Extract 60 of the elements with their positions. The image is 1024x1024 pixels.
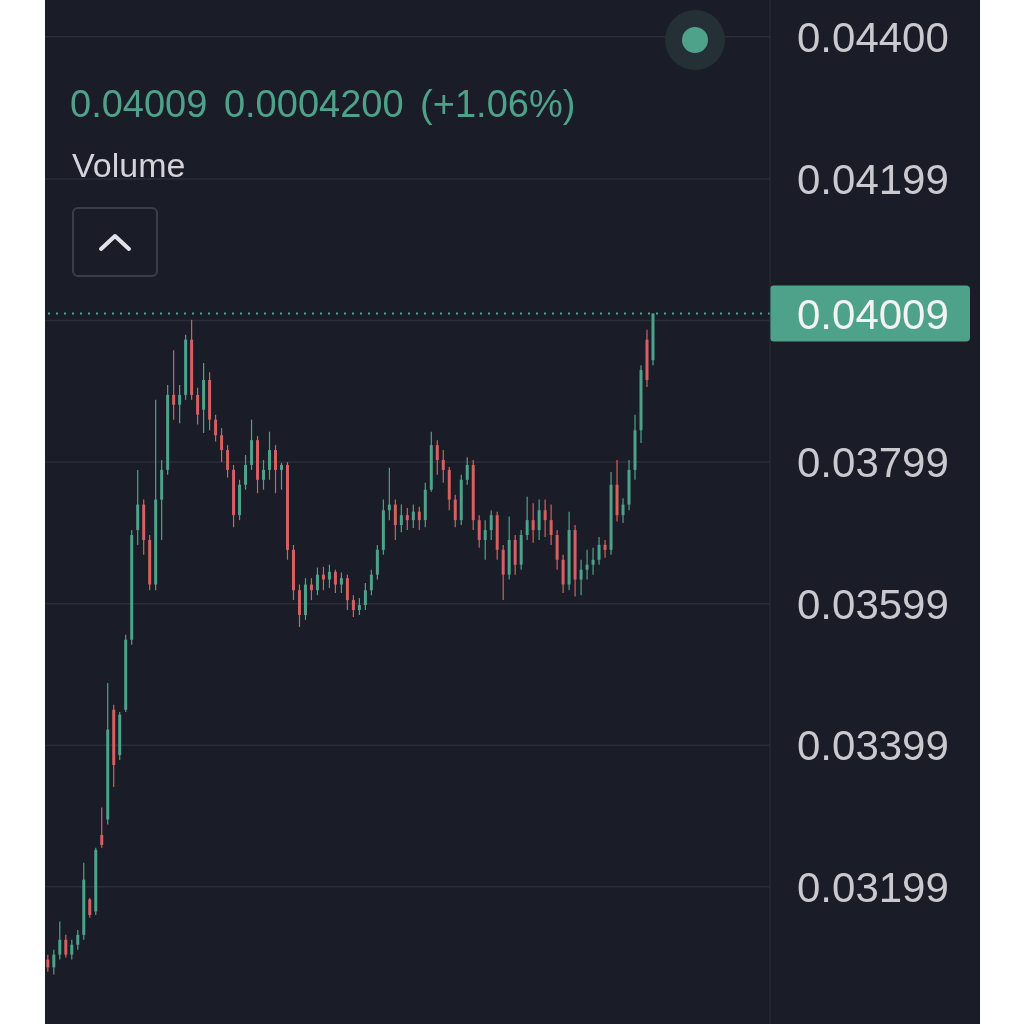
candlestick xyxy=(483,519,487,561)
candlestick xyxy=(543,499,547,538)
y-tick-label: 0.03199 xyxy=(797,863,949,911)
candlestick xyxy=(52,949,56,976)
candlestick xyxy=(537,499,541,541)
candlestick xyxy=(321,566,325,591)
candlestick xyxy=(525,496,529,541)
candlestick xyxy=(345,574,349,611)
candlestick xyxy=(585,549,589,581)
candlestick xyxy=(172,349,176,421)
candlestick xyxy=(244,454,248,491)
candlestick xyxy=(214,414,218,443)
y-tick-label: 0.03599 xyxy=(797,580,949,628)
candlestick xyxy=(327,564,331,589)
candlestick xyxy=(579,559,583,596)
candlestick xyxy=(603,539,607,559)
candlestick xyxy=(178,384,182,424)
candlestick xyxy=(262,459,266,491)
candlestick xyxy=(369,569,373,596)
candlestick xyxy=(453,494,457,528)
candlestick xyxy=(274,444,277,494)
candlestick xyxy=(531,502,535,544)
candlestick xyxy=(399,503,403,533)
candlestick xyxy=(597,536,601,566)
candlestick xyxy=(591,547,595,576)
candlestick xyxy=(76,929,80,951)
candlestick xyxy=(226,444,230,479)
candlestick xyxy=(196,387,200,426)
candlestick xyxy=(621,497,625,524)
candlestick xyxy=(58,920,62,961)
candlestick xyxy=(220,427,224,463)
candlestick xyxy=(465,456,469,486)
candlestick xyxy=(489,509,493,541)
y-tick-label: 0.04199 xyxy=(797,156,949,204)
candlestick xyxy=(435,439,439,476)
candlestick xyxy=(291,544,295,601)
candlestick xyxy=(411,503,415,529)
candlestick xyxy=(549,503,553,546)
candlestick xyxy=(393,499,397,541)
ref-line-label: 0.04009 xyxy=(797,290,949,338)
candlestick xyxy=(88,897,92,919)
y-tick-label: 0.04400 xyxy=(797,13,949,61)
candlestick xyxy=(70,939,74,961)
candlestick xyxy=(333,569,337,594)
y-tick-label: 0.03799 xyxy=(797,439,949,487)
candlestick xyxy=(339,571,343,594)
annotation: Volume xyxy=(72,145,186,185)
candlestick xyxy=(405,507,409,531)
candlestick xyxy=(315,566,319,596)
candlestick xyxy=(351,594,355,618)
y-tick-label: 0.03399 xyxy=(797,722,949,770)
candlestick xyxy=(417,506,421,531)
candlestick xyxy=(280,462,283,491)
candlestick xyxy=(100,806,104,849)
candlestick xyxy=(441,449,445,484)
candlestick xyxy=(477,514,481,549)
candlestick xyxy=(363,582,367,611)
candlestick xyxy=(268,431,272,481)
candlestick xyxy=(64,934,68,959)
text: 0.04009 0.0004200 (+1.06%) xyxy=(70,82,576,126)
